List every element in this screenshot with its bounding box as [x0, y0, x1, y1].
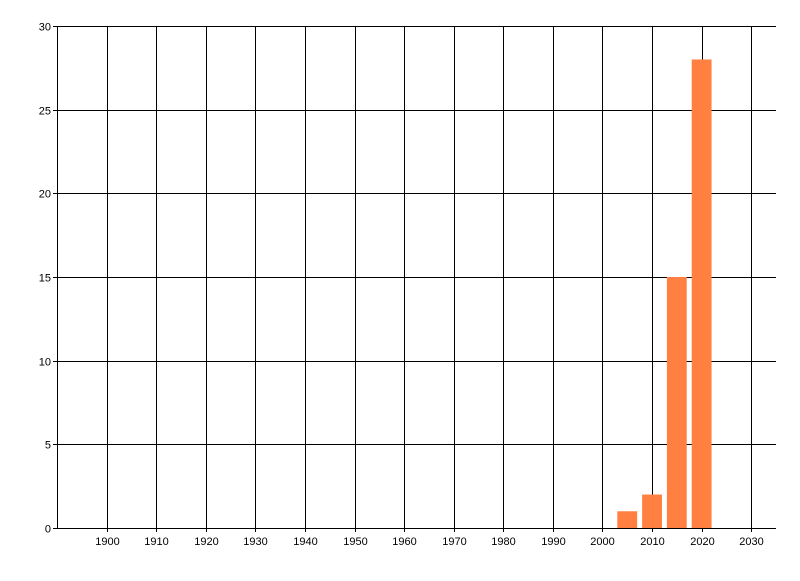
x-tick-label: 2010 [640, 536, 664, 548]
axes [57, 26, 776, 529]
x-tick-label: 1950 [343, 536, 367, 548]
y-tick-label: 10 [39, 357, 51, 369]
y-tick-label: 5 [45, 440, 51, 452]
x-tick-label: 1970 [442, 536, 466, 548]
x-tick-label: 1910 [144, 536, 168, 548]
y-tick-label: 25 [39, 106, 51, 118]
y-tick-label: 30 [39, 22, 51, 34]
y-tick-label: 0 [45, 524, 51, 536]
x-tick-label: 2030 [739, 536, 763, 548]
x-tick-label: 1940 [293, 536, 317, 548]
x-tick-label: 1930 [243, 536, 267, 548]
bar-2005 [617, 511, 638, 528]
x-tick-label: 2020 [690, 536, 714, 548]
bar-2020 [691, 59, 712, 528]
x-tick-label: 1980 [491, 536, 515, 548]
bar-2015 [666, 277, 687, 528]
bar-2010 [642, 494, 662, 528]
grid [53, 26, 776, 532]
x-tick-label: 1900 [95, 536, 119, 548]
y-tick-label: 15 [39, 273, 51, 285]
x-tick-label: 1990 [541, 536, 565, 548]
x-tick-label: 1920 [194, 536, 218, 548]
x-tick-label: 2000 [590, 536, 614, 548]
tick-labels: 0 5 10 15 20 25 30 1900 1910 1920 1930 1940 1950 1960… [39, 22, 764, 549]
bars [617, 59, 712, 528]
y-tick-label: 20 [39, 189, 51, 201]
x-tick-label: 1960 [392, 536, 416, 548]
